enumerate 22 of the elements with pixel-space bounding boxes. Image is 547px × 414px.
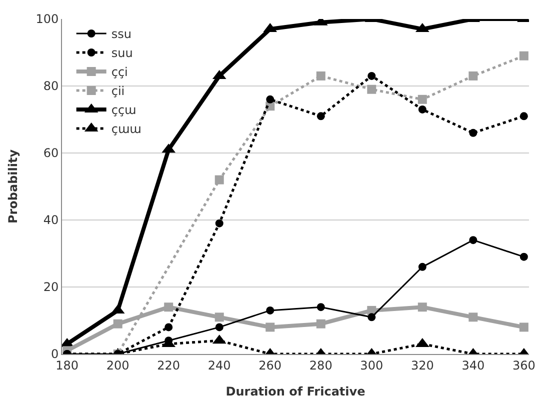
legend-label: çɯɯ: [111, 122, 142, 136]
x-tick-label: 220: [157, 358, 180, 372]
legend-label: ççi: [111, 65, 128, 80]
y-tick-label: 40: [43, 213, 59, 228]
x-tick-label: 340: [462, 358, 485, 372]
x-tick-label: 360: [512, 358, 536, 372]
y-tick-label: 20: [43, 280, 59, 294]
legend-label: ssu: [111, 27, 132, 42]
x-tick-label: 200: [106, 358, 130, 372]
y-tick-label: 100: [36, 12, 59, 26]
x-tick-label: 320: [410, 358, 434, 372]
y-axis-title: Probability: [6, 149, 20, 224]
y-tick-label: 60: [43, 146, 59, 160]
y-tick-label: 80: [43, 79, 59, 94]
x-tick-label: 240: [208, 358, 231, 372]
x-tick-label: 260: [258, 358, 282, 372]
x-tick-label: 300: [360, 358, 384, 372]
legend-label: çii: [111, 84, 125, 98]
x-axis-title: Duration of Fricative: [226, 384, 366, 398]
legend-label: ççɯ: [111, 103, 136, 118]
legend-label: suu: [111, 46, 133, 60]
x-tick-label: 280: [309, 358, 332, 372]
